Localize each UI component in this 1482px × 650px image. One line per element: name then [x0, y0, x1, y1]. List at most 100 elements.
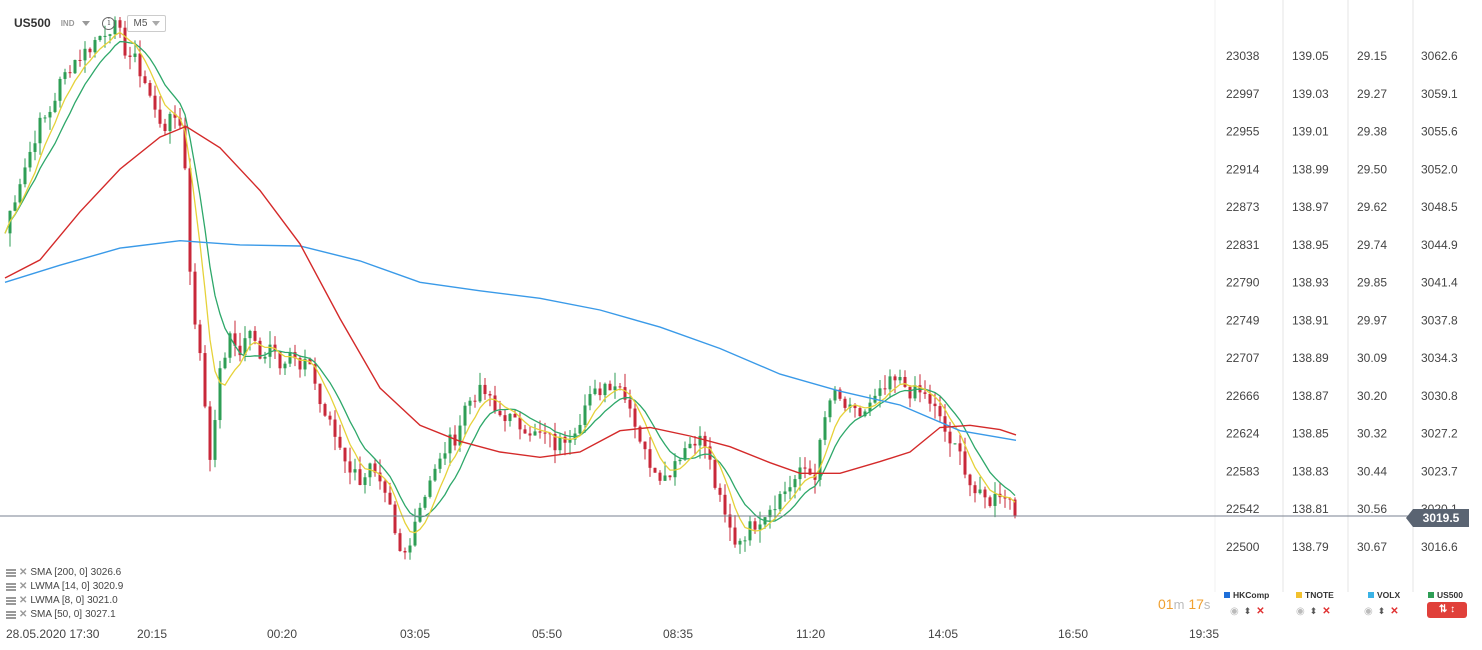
candle-body [623, 387, 627, 400]
candle-body [568, 439, 572, 443]
candle-body [48, 111, 52, 118]
candle-body [258, 340, 262, 359]
candle-body [153, 95, 157, 110]
candle-body [248, 330, 252, 339]
candle-body [468, 400, 472, 406]
candle-body [818, 439, 822, 480]
symbol-us500[interactable]: US500 [1428, 590, 1463, 600]
candle-body [773, 509, 777, 511]
candle-body [728, 514, 732, 528]
candle-body [983, 489, 987, 498]
settings-icon[interactable] [6, 583, 16, 591]
settings-icon[interactable] [6, 611, 16, 619]
candle-body [393, 504, 397, 534]
axis-tick-label: 29.27 [1357, 87, 1387, 101]
x-tick-label: 00:20 [267, 627, 297, 641]
delete-icon[interactable]: ✕ [1322, 606, 1331, 617]
candle-body [158, 109, 162, 124]
timeframe-select[interactable]: M5 [127, 14, 167, 32]
symbol-label: TNOTE [1305, 590, 1334, 600]
axis-tick-label: 139.05 [1292, 49, 1329, 63]
candle-body [228, 333, 232, 358]
candle-body [193, 271, 197, 325]
candle-body [708, 446, 712, 460]
active-symbol-controls[interactable]: ⇅ ↕ [1427, 602, 1467, 618]
remove-indicator-icon[interactable]: ✕ [19, 595, 28, 606]
symbol-tnote[interactable]: TNOTE [1296, 590, 1334, 600]
axis-tick-label: 138.87 [1292, 389, 1329, 403]
axis-tick-label: 138.97 [1292, 200, 1329, 214]
symbol-label: US500 [1437, 590, 1463, 600]
candle-body [83, 48, 87, 61]
candle-body [543, 432, 547, 434]
candle-body [808, 468, 812, 475]
candle-body [403, 551, 407, 553]
info-icon[interactable]: i [102, 16, 116, 30]
indicator-value: 3021.0 [87, 595, 118, 606]
candle-body [743, 540, 747, 542]
candle-body [678, 459, 682, 462]
symbol-hkcomp[interactable]: HKComp [1224, 590, 1269, 600]
candle-body [888, 376, 892, 390]
axis-tick-label: 22542 [1226, 502, 1260, 516]
candle-body [913, 385, 917, 399]
candle-body [78, 59, 82, 61]
axis-tick-label: 23038 [1226, 49, 1260, 63]
candle-body [683, 448, 687, 460]
eye-icon[interactable]: ◉ [1230, 606, 1239, 617]
symbol-name[interactable]: US500 [14, 16, 51, 30]
candle-body [858, 408, 862, 417]
candle-body [113, 20, 117, 35]
candle-body [563, 436, 567, 443]
candle-body [668, 475, 672, 478]
axis-tick-label: 3048.5 [1421, 200, 1458, 214]
reorder-icon[interactable]: ⬍ [1377, 606, 1386, 616]
candle-body [948, 431, 952, 444]
axis-tick-label: 22500 [1226, 540, 1260, 554]
remove-indicator-icon[interactable]: ✕ [19, 581, 28, 592]
indicator-row: ✕ SMA [50, 0] 3027.1 [6, 608, 123, 622]
symbol-volx[interactable]: VOLX [1368, 590, 1400, 600]
candle-body [518, 417, 522, 430]
reorder-icon[interactable]: ⬍ [1243, 606, 1252, 616]
candle-body [398, 533, 402, 552]
candle-body [243, 338, 247, 356]
candle-body [843, 398, 847, 408]
delete-icon[interactable]: ✕ [1390, 606, 1399, 617]
candle-body [898, 376, 902, 381]
candle-body [263, 356, 267, 359]
candle-body [648, 449, 652, 468]
candle-body [628, 399, 632, 409]
remove-indicator-icon[interactable]: ✕ [19, 567, 28, 578]
axis-tick-label: 138.99 [1292, 162, 1329, 176]
candle-body [723, 494, 727, 515]
indicator-label: SMA [200, 0] [30, 567, 88, 578]
symbol-dropdown-icon[interactable] [82, 20, 91, 26]
candle-body [168, 113, 172, 132]
reorder-icon[interactable]: ⬍ [1309, 606, 1318, 616]
candle-body [548, 433, 552, 435]
axis-tick-label: 3041.4 [1421, 276, 1458, 290]
candle-body [93, 40, 97, 53]
candle-body [233, 333, 237, 346]
remove-indicator-icon[interactable]: ✕ [19, 609, 28, 620]
delete-icon[interactable]: ✕ [1256, 606, 1265, 617]
settings-icon[interactable] [6, 597, 16, 605]
eye-icon[interactable]: ◉ [1364, 606, 1373, 617]
axis-tick-label: 3034.3 [1421, 351, 1458, 365]
indicator-value: 3027.1 [85, 609, 116, 620]
axis-tick-label: 22914 [1226, 162, 1260, 176]
candle-body [173, 113, 177, 118]
settings-icon[interactable] [6, 569, 16, 577]
candle-body [343, 447, 347, 462]
eye-icon[interactable]: ◉ [1296, 606, 1305, 617]
candle-body [358, 469, 362, 485]
candle-body [928, 393, 932, 404]
symbol-type: IND [60, 18, 75, 28]
candle-body [413, 521, 417, 546]
axis-tick-label: 22583 [1226, 464, 1260, 478]
candle-body [318, 383, 322, 405]
candle-body [978, 489, 982, 494]
indicator-row: ✕ SMA [200, 0] 3026.6 [6, 566, 123, 580]
